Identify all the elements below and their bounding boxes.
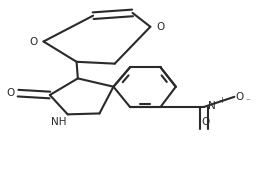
Text: N: N (207, 101, 215, 111)
Text: O: O (29, 36, 37, 47)
Text: O: O (236, 92, 244, 102)
Text: O: O (6, 88, 14, 98)
Text: ⁻: ⁻ (245, 97, 250, 106)
Text: NH: NH (51, 117, 67, 127)
Text: +: + (218, 96, 225, 105)
Text: O: O (201, 117, 209, 127)
Text: O: O (157, 22, 165, 32)
